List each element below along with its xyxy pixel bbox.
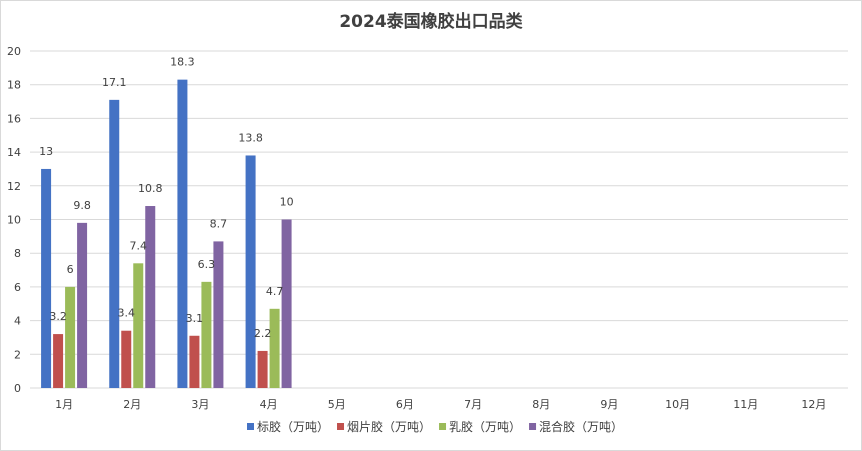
data-label: 7.4 <box>130 239 148 252</box>
y-tick-label: 2 <box>14 348 21 361</box>
bar <box>121 330 132 388</box>
data-label: 3.1 <box>186 312 204 325</box>
data-label: 17.1 <box>102 76 127 89</box>
bar <box>201 281 212 388</box>
bar <box>53 334 64 388</box>
y-tick-label: 4 <box>14 315 21 328</box>
x-tick-label: 11月 <box>733 398 758 411</box>
bar <box>145 206 156 388</box>
x-tick-label: 3月 <box>191 398 209 411</box>
x-tick-label: 8月 <box>532 398 550 411</box>
y-tick-label: 20 <box>7 45 21 58</box>
x-tick-label: 6月 <box>396 398 414 411</box>
y-tick-label: 16 <box>7 112 21 125</box>
x-tick-label: 12月 <box>801 398 826 411</box>
legend-entry: 混合胶（万吨） <box>539 419 623 434</box>
bar <box>41 168 52 388</box>
data-label: 18.3 <box>170 56 195 69</box>
data-label: 6 <box>67 263 74 276</box>
y-tick-label: 12 <box>7 180 21 193</box>
bar <box>177 79 188 389</box>
x-tick-label: 5月 <box>328 398 346 411</box>
legend-entry: 乳胶（万吨） <box>449 419 521 434</box>
data-label: 10.8 <box>138 182 163 195</box>
legend-swatch <box>247 423 254 430</box>
x-tick-label: 7月 <box>464 398 482 411</box>
data-label: 13 <box>39 145 53 158</box>
data-labels: 13 17.1 18.3 13.8 3.2 3.4 3.1 2.2 6 7.4 6.3 4.7 9.8 1… <box>39 56 294 340</box>
y-tick-label: 10 <box>7 214 21 227</box>
y-tick-label: 18 <box>7 79 21 92</box>
bar <box>281 219 292 388</box>
legend: 标胶（万吨） 烟片胶（万吨） 乳胶（万吨） 混合胶（万吨） <box>247 419 623 434</box>
bar <box>213 241 224 388</box>
y-tick-label: 14 <box>7 146 21 159</box>
y-tick-label: 6 <box>14 281 21 294</box>
data-label: 2.2 <box>254 327 272 340</box>
bar <box>189 335 200 388</box>
legend-swatch <box>529 423 537 430</box>
bar <box>257 350 268 388</box>
y-tick-label: 0 <box>14 382 21 395</box>
bar <box>65 286 76 388</box>
x-axis: 1月 2月 3月 4月 5月 6月 7月 8月 9月 10月 11月 12月 <box>55 398 826 411</box>
legend-entry: 标胶（万吨） <box>257 419 329 434</box>
y-axis: 0 2 4 6 8 10 12 14 16 18 20 <box>7 45 21 395</box>
bar <box>269 308 280 388</box>
data-label: 6.3 <box>198 258 216 271</box>
data-label: 3.4 <box>118 307 136 320</box>
legend-swatch <box>439 423 447 430</box>
x-tick-label: 10月 <box>665 398 690 411</box>
data-label: 10 <box>280 196 294 209</box>
data-label: 4.7 <box>266 285 284 298</box>
bar <box>133 263 144 388</box>
legend-entry: 烟片胶（万吨） <box>347 419 431 434</box>
chart-title: 2024泰国橡胶出口品类 <box>339 11 523 32</box>
x-tick-label: 1月 <box>55 398 73 411</box>
bar <box>245 155 256 388</box>
data-label: 13.8 <box>238 131 263 144</box>
data-label: 9.8 <box>73 199 91 212</box>
data-label: 8.7 <box>210 217 228 230</box>
legend-swatch <box>337 423 345 430</box>
x-tick-label: 2月 <box>123 398 141 411</box>
bar <box>109 99 120 389</box>
x-tick-label: 4月 <box>260 398 278 411</box>
x-tick-label: 9月 <box>600 398 618 411</box>
gridlines <box>30 50 848 389</box>
y-tick-label: 8 <box>14 247 21 260</box>
data-label: 3.2 <box>49 310 67 323</box>
bar <box>77 222 88 388</box>
bars <box>41 79 292 389</box>
